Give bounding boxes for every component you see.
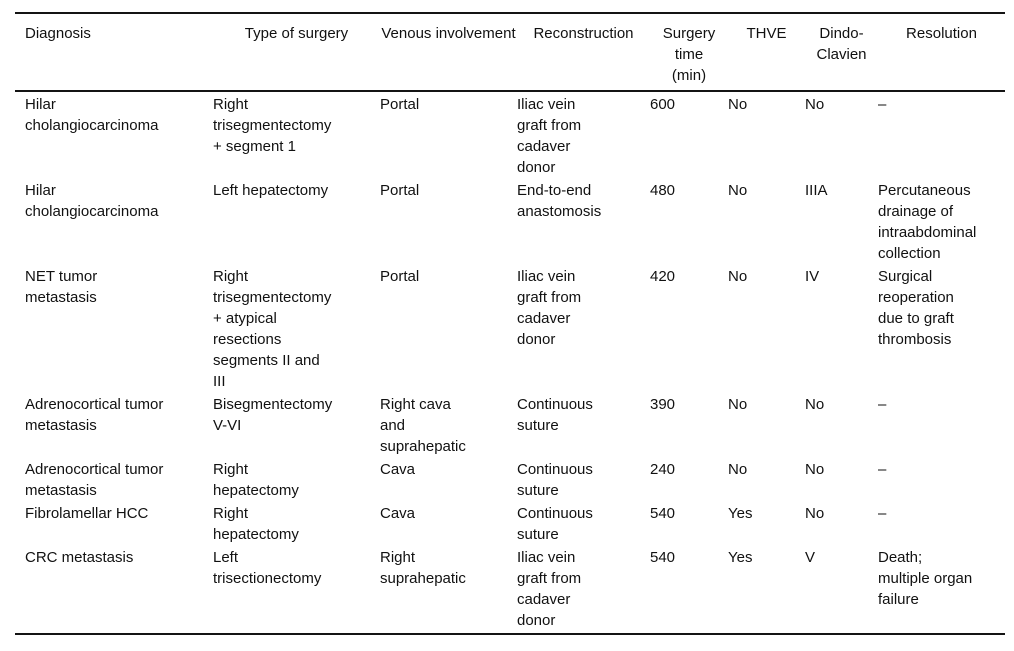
table-row: Hilar cholangiocarcinoma Right trisegmen… [15, 91, 1005, 180]
cell-resolution: Surgical reoperation due to graft thromb… [878, 268, 954, 348]
cell-thve: Yes [728, 505, 753, 522]
cell-dindo: No [805, 505, 825, 522]
cell-surgery-time: 240 [650, 461, 676, 478]
cell-surgery-time: 540 [650, 505, 676, 522]
cell-dindo: IIIA [805, 182, 828, 199]
table-row: CRC metastasis Left trisectionectomy Rig… [15, 547, 1005, 634]
cell-dindo: No [805, 396, 825, 413]
table-row: Adrenocortical tumor metastasis Right he… [15, 459, 1005, 503]
cell-resolution: Percutaneous drainage of intraabdominal … [878, 182, 977, 262]
table-row: Hilar cholangiocarcinoma Left hepatectom… [15, 180, 1005, 266]
cell-reconstruction: End-to-end anastomosis [517, 182, 602, 220]
column-header-reconstruction: Reconstruction [517, 13, 650, 92]
table-row: Fibrolamellar HCC Right hepatectomy Cava… [15, 503, 1005, 547]
cell-reconstruction: Continuous suture [517, 396, 593, 434]
cell-reconstruction: Iliac vein graft from cadaver donor [517, 96, 582, 176]
cell-surgery-type: Right trisegmentectomy + atypical resect… [213, 268, 332, 390]
cell-venous: Portal [380, 268, 420, 285]
cell-surgery-type: Left hepatectomy [213, 182, 329, 199]
cell-surgery-type: Left trisectionectomy [213, 549, 322, 587]
cell-venous: Cava [380, 461, 416, 478]
cell-dindo: No [805, 461, 825, 478]
column-header-venous-involvement: Venous involvement [380, 13, 517, 92]
cell-resolution: – [878, 96, 887, 113]
cell-thve: No [728, 396, 748, 413]
cell-diagnosis: NET tumor metastasis [25, 268, 98, 306]
cell-surgery-time: 390 [650, 396, 676, 413]
column-header-resolution: Resolution [878, 13, 1005, 92]
cell-thve: No [728, 96, 748, 113]
cell-thve: No [728, 461, 748, 478]
header-row: Diagnosis Type of surgery Venous involve… [15, 13, 1005, 92]
cell-surgery-type: Bisegmentectomy V-VI [213, 396, 333, 434]
table-row: Adrenocortical tumor metastasis Bisegmen… [15, 394, 1005, 459]
cell-venous: Portal [380, 182, 420, 199]
cell-venous: Portal [380, 96, 420, 113]
cell-reconstruction: Iliac vein graft from cadaver donor [517, 549, 582, 629]
column-header-thve: THVE [728, 13, 805, 92]
cell-thve: Yes [728, 549, 753, 566]
cell-reconstruction: Continuous suture [517, 461, 593, 499]
cell-reconstruction: Continuous suture [517, 505, 593, 543]
surgery-outcomes-table: Diagnosis Type of surgery Venous involve… [15, 12, 1005, 635]
cell-dindo: No [805, 96, 825, 113]
column-header-surgery-time: Surgery time (min) [650, 13, 728, 92]
column-header-type-of-surgery: Type of surgery [213, 13, 380, 92]
cell-diagnosis: Adrenocortical tumor metastasis [25, 396, 164, 434]
cell-surgery-type: Right trisegmentectomy + segment 1 [213, 96, 332, 155]
table-header: Diagnosis Type of surgery Venous involve… [15, 13, 1005, 92]
cell-surgery-type: Right hepatectomy [213, 505, 299, 543]
cell-venous: Right suprahepatic [380, 549, 466, 587]
table-body: Hilar cholangiocarcinoma Right trisegmen… [15, 91, 1005, 634]
cell-surgery-time: 600 [650, 96, 676, 113]
cell-thve: No [728, 182, 748, 199]
cell-diagnosis: Hilar cholangiocarcinoma [25, 96, 159, 134]
cell-diagnosis: Fibrolamellar HCC [25, 505, 149, 522]
column-header-dindo-clavien: Dindo-Clavien [805, 13, 878, 92]
column-header-diagnosis: Diagnosis [15, 13, 213, 92]
cell-resolution: – [878, 461, 887, 478]
cell-surgery-time: 420 [650, 268, 676, 285]
cell-thve: No [728, 268, 748, 285]
cell-reconstruction: Iliac vein graft from cadaver donor [517, 268, 582, 348]
cell-resolution: – [878, 396, 887, 413]
cell-surgery-time: 480 [650, 182, 676, 199]
cell-diagnosis: Adrenocortical tumor metastasis [25, 461, 164, 499]
cell-surgery-type: Right hepatectomy [213, 461, 299, 499]
surgery-outcomes-table-container: Diagnosis Type of surgery Venous involve… [15, 12, 1005, 635]
cell-dindo: V [805, 549, 816, 566]
cell-resolution: – [878, 505, 887, 522]
cell-diagnosis: Hilar cholangiocarcinoma [25, 182, 159, 220]
cell-diagnosis: CRC metastasis [25, 549, 134, 566]
cell-venous: Right cava and suprahepatic [380, 396, 466, 455]
cell-venous: Cava [380, 505, 416, 522]
cell-surgery-time: 540 [650, 549, 676, 566]
cell-dindo: IV [805, 268, 820, 285]
table-row: NET tumor metastasis Right trisegmentect… [15, 266, 1005, 394]
cell-resolution: Death; multiple organ failure [878, 549, 973, 608]
